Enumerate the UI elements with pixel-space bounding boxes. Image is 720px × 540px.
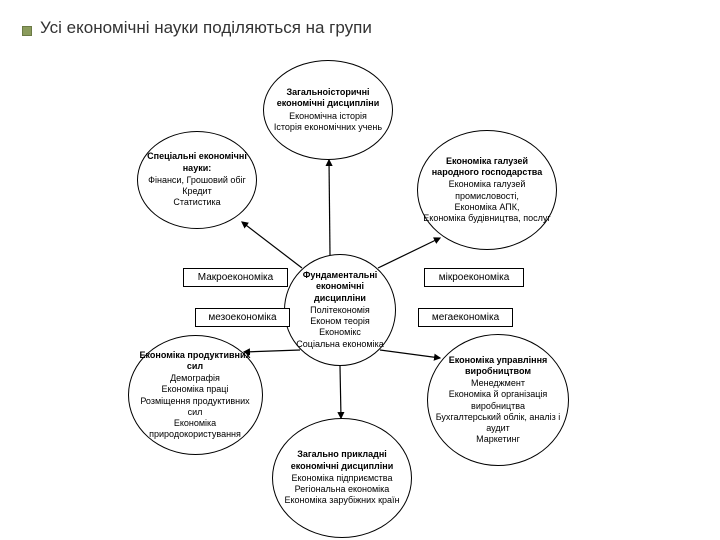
category-label-3: мегаекономіка (418, 308, 513, 327)
node-center: Фундаментальні економічні дисципліниПолі… (284, 254, 396, 366)
node-body: Економіка підприємства Регіональна еконо… (284, 473, 399, 507)
title-bullet (22, 26, 32, 36)
node-head: Загально прикладні економічні дисципліни (277, 449, 407, 472)
category-label-2: мезоекономіка (195, 308, 290, 327)
node-n3: Економіка галузей народного господарства… (417, 130, 557, 250)
node-n4: Економіка продуктивних силДемографія Еко… (128, 335, 263, 455)
connector (242, 222, 302, 268)
node-body: Демографія Економіка праці Розміщення пр… (133, 373, 258, 441)
node-head: Загальноісторичні економічні дисципліни (268, 87, 388, 110)
node-head: Економіка управління виробництвом (432, 355, 564, 378)
node-head: Економіка галузей народного господарства (422, 156, 552, 179)
node-n2: Спеціальні економічні науки:Фінанси, Гро… (137, 131, 257, 229)
page-title: Усі економічні науки поділяються на груп… (40, 18, 372, 38)
node-n5: Економіка управління виробництвомМенеджм… (427, 334, 569, 466)
node-head: Спеціальні економічні науки: (142, 151, 252, 174)
node-body: Економіка галузей промисловості, Економі… (422, 179, 552, 224)
connector (380, 350, 440, 358)
connector (329, 160, 330, 255)
connector (378, 238, 440, 268)
node-body: Фінанси, Грошовий обіг Кредит Статистика (148, 175, 246, 209)
node-body: Економічна історія Історія економічних у… (274, 111, 382, 134)
node-n6: Загально прикладні економічні дисципліни… (272, 418, 412, 538)
node-head: Фундаментальні економічні дисципліни (289, 270, 391, 304)
category-label-1: мікроекономіка (424, 268, 524, 287)
node-n1: Загальноісторичні економічні дисципліниЕ… (263, 60, 393, 160)
connector (340, 366, 341, 418)
node-head: Економіка продуктивних сил (133, 350, 258, 373)
category-label-0: Макроекономіка (183, 268, 288, 287)
node-body: Менеджмент Економіка й організація вироб… (432, 378, 564, 446)
node-body: Політекономія Економ теорія Економікс Со… (296, 305, 383, 350)
